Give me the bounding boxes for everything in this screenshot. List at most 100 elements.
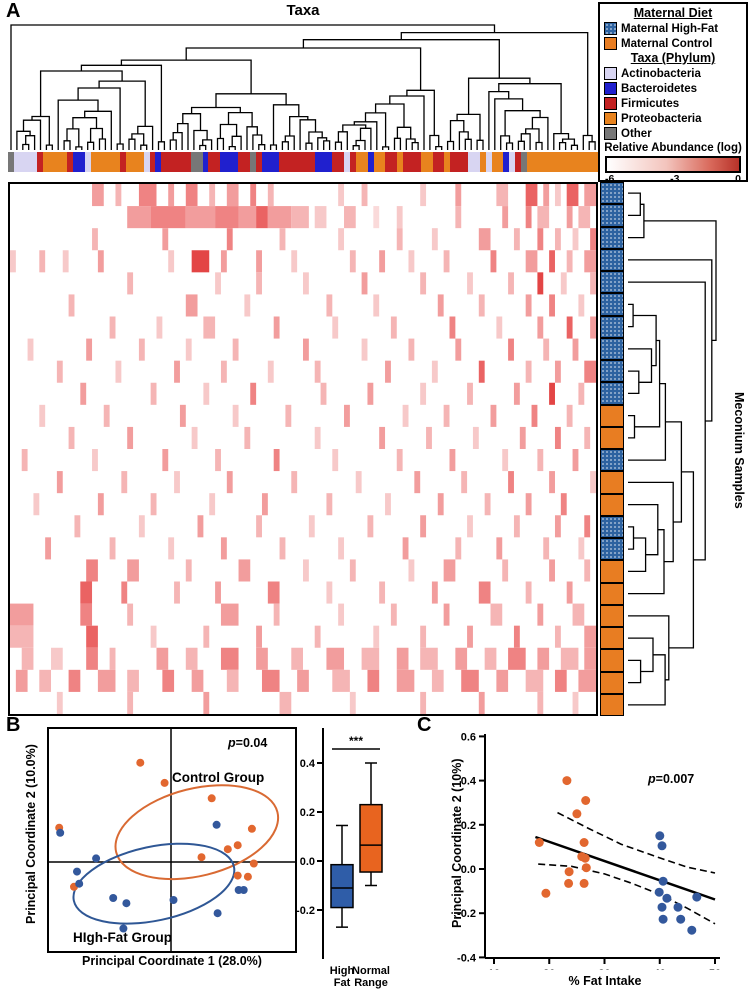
maternal-diet-title: Maternal Diet bbox=[633, 6, 713, 20]
sample-high-fat-square bbox=[600, 182, 624, 205]
taxa-phylum-item: Actinobacteria bbox=[604, 66, 742, 81]
pcoa-x-axis-label: Principal Coordinate 1 (28.0%) bbox=[82, 954, 262, 968]
phylum-segment bbox=[72, 152, 85, 172]
phylum-segment bbox=[397, 152, 404, 172]
taxa-phylum-item: Firmicutes bbox=[604, 96, 742, 111]
abundance-heatmap bbox=[10, 184, 596, 714]
phylum-segment bbox=[208, 152, 221, 172]
phylum-segment bbox=[420, 152, 433, 172]
maternal-diet-label: Maternal High-Fat bbox=[621, 22, 719, 35]
taxa-phylum-swatch bbox=[604, 112, 617, 125]
sample-high-fat-square bbox=[600, 315, 624, 338]
abundance-gradient-bar bbox=[605, 156, 741, 173]
phylum-segment bbox=[467, 152, 480, 172]
phylum-segment bbox=[161, 152, 191, 172]
phylum-segment bbox=[261, 152, 280, 172]
phylum-segment bbox=[479, 152, 486, 172]
phylum-segment bbox=[66, 152, 73, 172]
panel-c-label: C bbox=[417, 714, 432, 736]
maternal-diet-item: Maternal Control bbox=[604, 36, 742, 51]
maternal-diet-swatch bbox=[604, 37, 617, 50]
phylum-segment bbox=[279, 152, 315, 172]
maternal-diet-item: Maternal High-Fat bbox=[604, 21, 742, 36]
abundance-tick: 0 bbox=[735, 173, 741, 185]
taxa-phylum-title: Taxa (Phylum) bbox=[630, 51, 716, 65]
taxa-phylum-item: Bacteroidetes bbox=[604, 81, 742, 96]
phylum-segment bbox=[220, 152, 238, 172]
pcoa-p-value: p=0.04 bbox=[228, 736, 268, 750]
phylum-segment bbox=[149, 152, 156, 172]
phylum-segment bbox=[120, 152, 126, 172]
phylum-segment bbox=[444, 152, 451, 172]
sample-high-fat-square bbox=[600, 248, 624, 271]
taxa-title: Taxa bbox=[286, 2, 320, 19]
phylum-segment bbox=[344, 152, 350, 172]
svg-text:0.4: 0.4 bbox=[461, 776, 477, 788]
high-fat-group-label: HIgh-Fat Group bbox=[73, 930, 172, 945]
phylum-segment bbox=[367, 152, 374, 172]
taxa-phylum-label: Actinobacteria bbox=[621, 67, 701, 80]
svg-text:Normal: Normal bbox=[352, 965, 390, 977]
abundance-title: Relative Abundance (log) bbox=[604, 142, 742, 154]
svg-text:0.0: 0.0 bbox=[461, 864, 476, 876]
sample-control-square bbox=[600, 471, 624, 494]
svg-text:-0.2: -0.2 bbox=[296, 905, 315, 917]
sample-control-square bbox=[600, 649, 624, 672]
panel-a-label: A bbox=[6, 0, 21, 22]
sample-control-square bbox=[600, 627, 624, 650]
sample-control-square bbox=[600, 493, 624, 516]
phylum-segment bbox=[155, 152, 162, 172]
phylum-segment bbox=[503, 152, 510, 172]
sample-color-strip bbox=[600, 182, 624, 716]
sample-high-fat-square bbox=[600, 337, 624, 360]
maternal-diet-items: Maternal High-Fat Maternal Control bbox=[604, 21, 742, 51]
svg-text:50: 50 bbox=[709, 968, 721, 970]
phylum-segment bbox=[237, 152, 250, 172]
sample-control-square bbox=[600, 582, 624, 605]
phylum-segment bbox=[403, 152, 421, 172]
phylum-segment bbox=[350, 152, 356, 172]
regression-p-value: p=0.007 bbox=[648, 772, 695, 786]
sample-high-fat-square bbox=[600, 382, 624, 405]
svg-text:High: High bbox=[330, 965, 355, 977]
phylum-segment bbox=[385, 152, 398, 172]
sample-control-square bbox=[600, 560, 624, 583]
sample-high-fat-square bbox=[600, 204, 624, 227]
svg-text:-0.2: -0.2 bbox=[457, 908, 476, 920]
panel-b-label: B bbox=[6, 714, 21, 736]
svg-text:0.2: 0.2 bbox=[300, 807, 315, 819]
phylum-segment bbox=[485, 152, 492, 172]
phylum-segment bbox=[84, 152, 91, 172]
sample-control-square bbox=[600, 404, 624, 427]
taxa-phylum-label: Firmicutes bbox=[621, 97, 680, 110]
svg-text:***: *** bbox=[349, 734, 363, 748]
taxa-phylum-item: Other bbox=[604, 126, 742, 141]
svg-text:0.4: 0.4 bbox=[300, 758, 316, 770]
sample-high-fat-square bbox=[600, 515, 624, 538]
pcoa-y-axis-label: Principal Coordinate 2 (10.0%) bbox=[24, 744, 38, 924]
taxa-phylum-swatch bbox=[604, 82, 617, 95]
sample-dendrogram bbox=[628, 192, 717, 706]
regression-x-axis-label: % Fat Intake bbox=[568, 974, 642, 988]
sample-control-square bbox=[600, 604, 624, 627]
phylum-segment bbox=[249, 152, 256, 172]
svg-text:30: 30 bbox=[598, 968, 610, 970]
phylum-segment bbox=[355, 152, 368, 172]
taxa-phylum-label: Proteobacteria bbox=[621, 112, 702, 125]
svg-text:Fat: Fat bbox=[334, 977, 351, 989]
meconium-samples-label: Meconium Samples bbox=[732, 392, 746, 509]
sample-high-fat-square bbox=[600, 293, 624, 316]
abundance-tick: -3 bbox=[670, 173, 680, 185]
phylum-segment bbox=[526, 152, 598, 172]
phylum-segment bbox=[37, 152, 44, 172]
phylum-segment bbox=[90, 152, 121, 172]
svg-text:40: 40 bbox=[654, 968, 666, 970]
phylum-segment bbox=[491, 152, 504, 172]
taxa-phylum-label: Bacteroidetes bbox=[621, 82, 698, 95]
taxa-phylum-swatch bbox=[604, 67, 617, 80]
taxa-phylum-swatch bbox=[604, 97, 617, 110]
svg-text:0.0: 0.0 bbox=[300, 856, 315, 868]
heatmap-border bbox=[8, 182, 598, 716]
